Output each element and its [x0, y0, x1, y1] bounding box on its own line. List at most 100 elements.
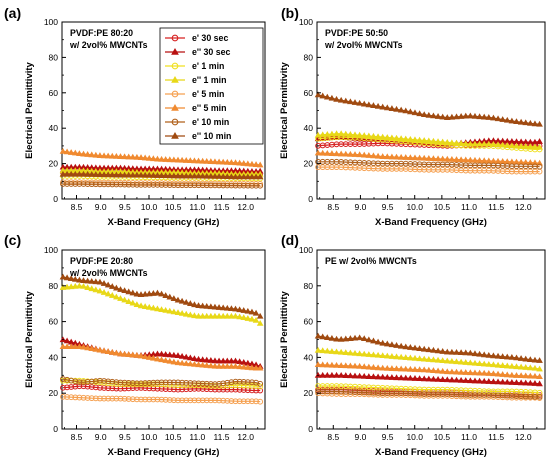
data-point — [508, 362, 516, 369]
data-point — [133, 351, 141, 358]
data-point — [105, 395, 112, 402]
data-point — [72, 181, 79, 187]
data-point — [76, 170, 83, 177]
data-point — [121, 395, 128, 402]
data-point — [166, 379, 173, 386]
legend-marker — [171, 62, 179, 70]
x-axis-label: X-Band Frequency (GHz) — [375, 447, 487, 458]
data-point — [457, 156, 465, 163]
data-point — [170, 351, 178, 358]
x-axis-label: X-Band Frequency (GHz) — [108, 217, 220, 228]
data-point — [84, 181, 91, 187]
data-point — [360, 350, 368, 357]
data-point — [517, 142, 525, 149]
data-point — [393, 365, 400, 372]
data-point — [453, 368, 460, 375]
data-point — [448, 376, 456, 383]
data-point — [199, 380, 206, 387]
data-point — [323, 334, 331, 341]
data-point — [220, 380, 227, 387]
x-tick-label: 10.5 — [434, 432, 451, 442]
data-point — [476, 369, 483, 376]
data-point — [92, 286, 100, 293]
data-point — [137, 291, 145, 297]
data-point — [388, 365, 396, 371]
x-tick-label: 11.0 — [461, 202, 477, 212]
data-point — [356, 362, 363, 369]
data-point — [439, 357, 446, 363]
data-point — [256, 173, 264, 180]
data-point — [125, 181, 132, 188]
data-point — [360, 335, 368, 342]
data-point — [138, 181, 144, 188]
data-point — [383, 153, 391, 160]
series-e-1-min — [314, 346, 543, 372]
data-point — [92, 171, 100, 177]
data-point — [411, 354, 419, 361]
data-point — [513, 118, 520, 125]
data-point — [411, 136, 419, 143]
data-point — [467, 349, 474, 356]
y-tick-label: 80 — [304, 281, 314, 291]
data-point — [166, 307, 174, 314]
data-point — [319, 347, 327, 354]
data-point — [158, 181, 165, 188]
data-point — [462, 349, 470, 356]
data-point — [117, 379, 124, 386]
data-point — [462, 140, 470, 147]
data-point — [347, 98, 354, 105]
y-tick-label: 60 — [304, 88, 314, 98]
data-point — [420, 375, 428, 382]
data-point — [462, 369, 470, 375]
data-point — [397, 342, 405, 349]
data-point — [517, 355, 525, 361]
data-point — [351, 372, 359, 379]
data-point — [162, 182, 169, 188]
data-point — [517, 372, 525, 379]
data-point — [448, 155, 456, 162]
data-point — [187, 172, 194, 179]
data-point — [480, 360, 488, 367]
data-point — [374, 338, 382, 345]
data-point — [256, 364, 264, 371]
data-point — [141, 154, 149, 161]
data-point — [191, 312, 198, 319]
data-point — [448, 348, 456, 355]
data-point — [138, 380, 144, 387]
data-point — [319, 149, 327, 156]
data-point — [485, 360, 493, 367]
data-point — [333, 348, 340, 355]
data-point — [105, 378, 112, 385]
data-point — [342, 97, 350, 104]
data-point — [109, 395, 116, 402]
data-point — [158, 379, 165, 386]
data-point — [536, 380, 543, 387]
data-point — [187, 157, 194, 164]
data-point — [203, 172, 211, 179]
data-point — [508, 371, 516, 378]
data-point — [182, 172, 190, 179]
data-point — [430, 155, 437, 162]
x-tick-label: 12.0 — [515, 202, 532, 212]
data-point — [420, 366, 428, 373]
data-point — [240, 398, 247, 405]
data-point — [249, 382, 255, 389]
data-point — [522, 119, 530, 126]
data-point — [101, 395, 107, 402]
data-point — [457, 349, 465, 356]
data-point — [527, 119, 534, 126]
data-point — [425, 137, 433, 144]
data-point — [121, 153, 128, 160]
y-tick-label: 80 — [49, 52, 59, 62]
data-point — [104, 281, 112, 288]
data-point — [76, 394, 83, 401]
data-point — [476, 377, 483, 384]
data-point — [319, 371, 327, 378]
data-point — [232, 398, 239, 405]
data-point — [402, 343, 410, 350]
data-point — [142, 380, 149, 386]
data-point — [59, 343, 67, 350]
data-point — [522, 364, 530, 370]
data-point — [145, 171, 153, 178]
data-point — [485, 140, 493, 147]
